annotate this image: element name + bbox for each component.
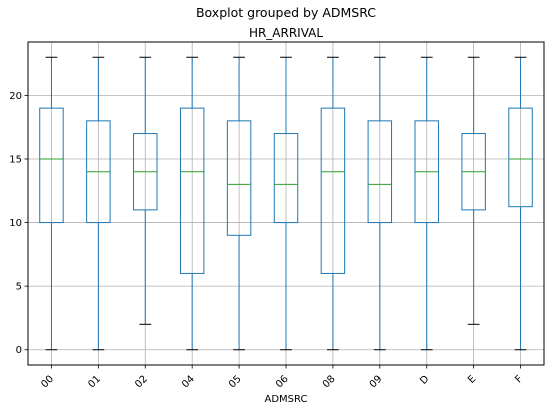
x-tick-label: 06 [274,374,291,391]
x-tick-label: D [418,373,431,386]
box-group [133,56,158,325]
box-group [461,56,486,325]
x-tick-label: 08 [321,374,338,391]
box-group [226,56,252,351]
y-tick-label: 0 [16,345,22,356]
x-tick-label: 09 [368,374,385,391]
box-iqr [320,107,346,274]
x-axis-label: ADMSRC [265,394,308,405]
box-iqr [273,133,299,224]
y-tick-label: 15 [9,154,22,165]
box-group [414,56,439,351]
box-group [508,56,533,351]
box-group [179,56,205,351]
x-tick-label: F [513,373,525,385]
x-tick-label: E [466,374,478,386]
y-tick-label: 20 [9,91,22,102]
x-tick-label: 01 [86,374,103,391]
box-iqr [226,120,252,236]
x-tick-label: 00 [39,374,56,391]
x-tick-label: 05 [227,374,244,391]
box-iqr [367,120,393,224]
x-tick-label: 04 [180,374,197,391]
y-tick-label: 10 [9,218,22,229]
box-group [273,56,299,351]
box-iqr [508,107,533,208]
axes-frame [27,41,545,366]
y-tick-label: 5 [16,282,22,293]
box-group [367,56,393,351]
chart-suptitle: Boxplot grouped by ADMSRC [196,5,376,20]
box-iqr [179,107,205,274]
x-tick-label: 02 [133,374,150,391]
box-group [86,56,111,351]
chart-title: HR_ARRIVAL [249,26,323,40]
box-layer [39,56,533,351]
box-group [39,56,64,351]
box-group [320,56,346,351]
box-iqr [39,107,64,224]
